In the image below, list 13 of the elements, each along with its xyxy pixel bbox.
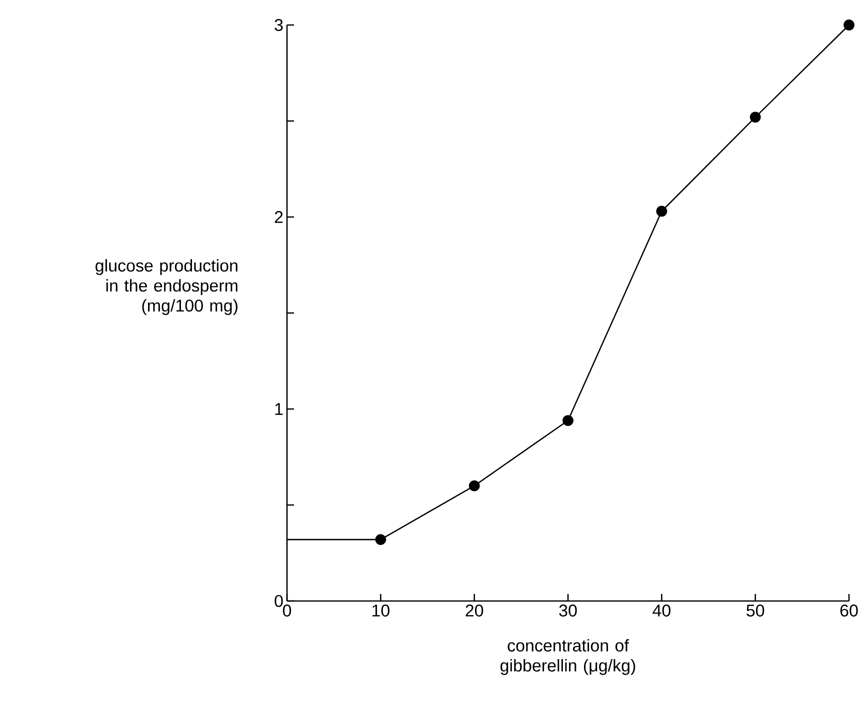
- x-axis-title: concentration of gibberellin (μg/kg): [500, 639, 636, 675]
- x-tick-label: 40: [652, 604, 670, 617]
- y-tick-label: 2: [274, 211, 283, 223]
- x-tick-label: 30: [559, 604, 577, 617]
- x-tick-label: 60: [840, 604, 858, 617]
- y-tick-label: 3: [274, 18, 283, 32]
- x-tick-label: 50: [746, 604, 764, 617]
- y-tick-label: 0: [274, 594, 283, 608]
- y-axis-title: glucose production in the endosperm (mg/100 mg): [96, 259, 238, 316]
- y-tick-label: 1: [275, 403, 283, 415]
- x-tick-label: 20: [466, 604, 484, 617]
- x-tick-label: 10: [372, 604, 390, 617]
- x-tick-label: 0: [282, 604, 292, 617]
